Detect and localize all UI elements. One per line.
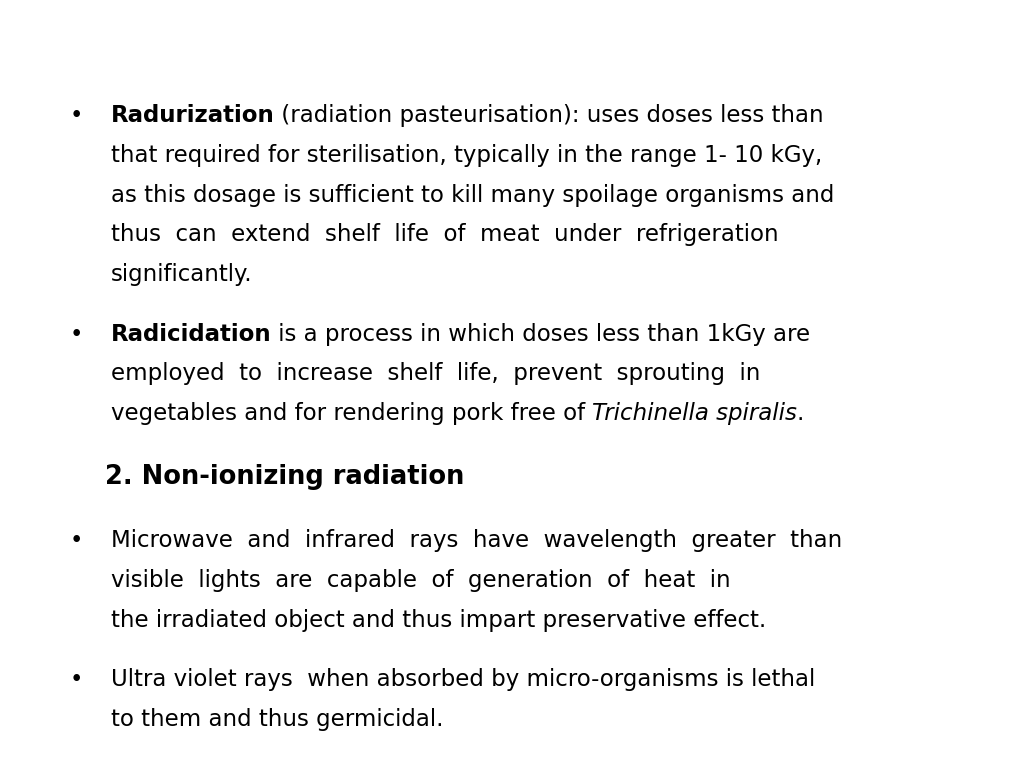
Text: •: •	[70, 668, 83, 691]
Text: thus  can  extend  shelf  life  of  meat  under  refrigeration: thus can extend shelf life of meat under…	[111, 223, 778, 247]
Text: .: .	[797, 402, 804, 425]
Text: Radicidation: Radicidation	[111, 323, 271, 346]
Text: •: •	[70, 529, 83, 552]
Text: 2. Non-ionizing radiation: 2. Non-ionizing radiation	[105, 464, 465, 490]
Text: the irradiated object and thus impart preservative effect.: the irradiated object and thus impart pr…	[111, 609, 766, 632]
Text: Trichinella spiralis: Trichinella spiralis	[592, 402, 797, 425]
Text: (radiation pasteurisation): uses doses less than: (radiation pasteurisation): uses doses l…	[274, 104, 824, 127]
Text: •: •	[70, 104, 83, 127]
Text: Radurization: Radurization	[111, 104, 274, 127]
Text: Microwave  and  infrared  rays  have  wavelength  greater  than: Microwave and infrared rays have wavelen…	[111, 529, 842, 552]
Text: as this dosage is sufficient to kill many spoilage organisms and: as this dosage is sufficient to kill man…	[111, 184, 834, 207]
Text: that required for sterilisation, typically in the range 1- 10 kGy,: that required for sterilisation, typical…	[111, 144, 822, 167]
Text: is a process in which doses less than 1kGy are: is a process in which doses less than 1k…	[271, 323, 810, 346]
Text: vegetables and for rendering pork free of: vegetables and for rendering pork free o…	[111, 402, 592, 425]
Text: visible  lights  are  capable  of  generation  of  heat  in: visible lights are capable of generation…	[111, 569, 730, 592]
Text: •: •	[70, 323, 83, 346]
Text: Ultra violet rays  when absorbed by micro-organisms is lethal: Ultra violet rays when absorbed by micro…	[111, 668, 815, 691]
Text: to them and thus germicidal.: to them and thus germicidal.	[111, 708, 443, 731]
Text: significantly.: significantly.	[111, 263, 252, 286]
Text: employed  to  increase  shelf  life,  prevent  sprouting  in: employed to increase shelf life, prevent…	[111, 362, 760, 386]
